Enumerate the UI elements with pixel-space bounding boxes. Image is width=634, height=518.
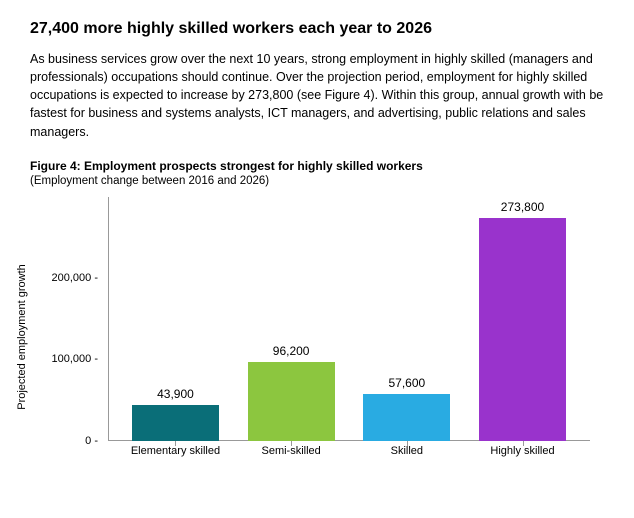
y-tick-label: 0 - (85, 435, 108, 447)
category-label: Skilled (354, 445, 460, 458)
x-axis-labels: Elementary skilled Semi-skilled Skilled Hig… (108, 441, 590, 477)
y-tick-label: 200,000 - (52, 272, 108, 284)
figure-subtitle: (Employment change between 2016 and 2026… (30, 175, 604, 187)
body-paragraph: As business services grow over the next … (30, 50, 604, 141)
page-headline: 27,400 more highly skilled workers each … (30, 20, 604, 38)
y-axis-line (108, 197, 109, 441)
chart-plot-area: 0 -100,000 -200,000 -43,90096,20057,6002… (108, 197, 590, 441)
y-axis-label: Projected employment growth (16, 264, 28, 410)
chart-bar: 96,200 (248, 362, 335, 440)
y-tick-label: 100,000 - (52, 353, 108, 365)
bar-value-label: 96,200 (248, 344, 335, 362)
figure-title: Figure 4: Employment prospects strongest… (30, 159, 604, 173)
category-label: Elementary skilled (122, 445, 228, 458)
category-label: Highly skilled (470, 445, 576, 458)
bar-value-label: 43,900 (132, 387, 219, 405)
chart-bar: 57,600 (363, 394, 450, 441)
category-label: Semi-skilled (238, 445, 344, 458)
bar-value-label: 57,600 (363, 376, 450, 394)
chart-bar: 43,900 (132, 405, 219, 441)
employment-chart: Projected employment growth 0 -100,000 -… (30, 197, 590, 477)
bar-value-label: 273,800 (479, 200, 566, 218)
chart-bar: 273,800 (479, 218, 566, 441)
